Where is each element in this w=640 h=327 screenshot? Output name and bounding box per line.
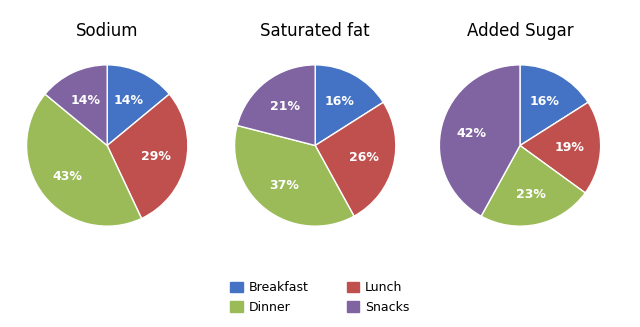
Wedge shape (107, 65, 170, 146)
Wedge shape (440, 65, 520, 216)
Title: Added Sugar: Added Sugar (467, 22, 573, 40)
Wedge shape (237, 65, 315, 146)
Text: 26%: 26% (349, 151, 379, 164)
Text: 16%: 16% (529, 95, 559, 108)
Wedge shape (520, 102, 600, 193)
Wedge shape (45, 65, 108, 146)
Wedge shape (235, 126, 354, 226)
Legend: Breakfast, Dinner, Lunch, Snacks: Breakfast, Dinner, Lunch, Snacks (227, 278, 413, 318)
Title: Sodium: Sodium (76, 22, 138, 40)
Wedge shape (520, 65, 588, 146)
Text: 23%: 23% (516, 188, 546, 201)
Title: Saturated fat: Saturated fat (260, 22, 370, 40)
Wedge shape (315, 65, 383, 146)
Text: 16%: 16% (324, 95, 354, 108)
Text: 29%: 29% (141, 150, 171, 163)
Text: 14%: 14% (113, 94, 143, 107)
Text: 14%: 14% (71, 94, 101, 107)
Wedge shape (108, 94, 188, 218)
Text: 19%: 19% (555, 141, 585, 154)
Text: 21%: 21% (269, 99, 300, 112)
Wedge shape (315, 102, 396, 216)
Text: 37%: 37% (269, 179, 300, 192)
Text: 42%: 42% (456, 127, 486, 140)
Text: 43%: 43% (52, 170, 83, 183)
Wedge shape (27, 94, 141, 226)
Wedge shape (481, 146, 585, 226)
